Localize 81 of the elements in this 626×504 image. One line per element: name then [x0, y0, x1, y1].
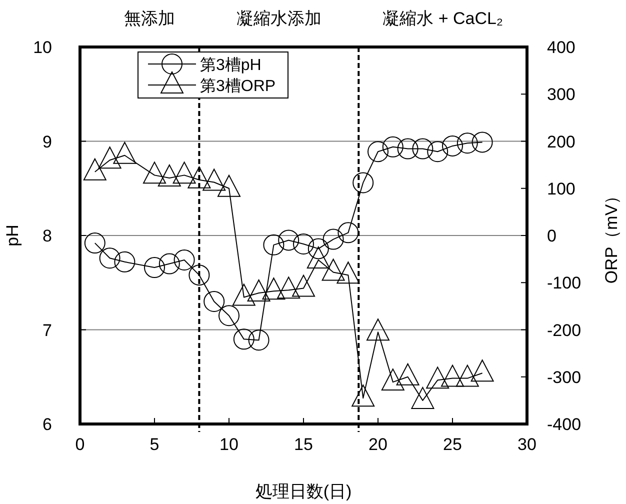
point [98, 146, 122, 169]
x-tick-label: 20 [368, 435, 388, 454]
point [99, 248, 120, 269]
point [381, 368, 404, 391]
point [248, 330, 270, 351]
x-axis-title: 処理日数(日) [255, 482, 352, 501]
point [218, 305, 240, 326]
point [188, 264, 210, 286]
x-tick-label: 15 [294, 435, 313, 454]
x-tick-label: 30 [518, 435, 536, 454]
y-tick-label: 6 [42, 415, 52, 434]
point [382, 136, 404, 158]
point [322, 228, 344, 250]
point [262, 278, 286, 300]
point [232, 284, 256, 306]
point [204, 290, 225, 312]
legend-label: 第3槽ORP [200, 77, 276, 95]
point [172, 162, 196, 184]
point [366, 318, 390, 341]
point [411, 386, 434, 409]
point [113, 142, 136, 164]
point [336, 262, 360, 284]
x-tick-label: 5 [150, 435, 160, 454]
legend-label: 第3槽pH [200, 56, 262, 74]
text: 無添加 [124, 9, 176, 28]
x-tick-label: 25 [443, 435, 462, 454]
point [277, 276, 300, 299]
point [218, 174, 240, 197]
point [292, 274, 315, 297]
y-tick-label: 7 [42, 320, 52, 340]
point [426, 366, 450, 389]
point [397, 138, 418, 160]
point [293, 233, 314, 254]
y2-tick-label: -100 [547, 274, 582, 293]
point [352, 172, 374, 194]
y2-tick-label: 300 [547, 85, 576, 104]
point [158, 253, 180, 274]
point [84, 232, 106, 254]
y2-axis-title: ORP（mV） [602, 187, 621, 284]
point [174, 250, 195, 271]
y2-tick-label: -200 [547, 320, 582, 340]
point [83, 158, 106, 180]
y-tick-label: 8 [42, 226, 52, 246]
point [306, 246, 330, 269]
y2-tick-label: -400 [547, 415, 582, 434]
point [470, 360, 494, 382]
point [188, 166, 211, 188]
x-tick-label: 0 [75, 435, 85, 454]
point [427, 141, 448, 162]
point [247, 279, 270, 302]
point [233, 328, 254, 350]
point [456, 132, 478, 154]
x-tick-label: 10 [220, 435, 238, 454]
point [263, 234, 284, 256]
point [442, 135, 463, 156]
point [308, 238, 329, 260]
point [368, 141, 388, 162]
y-tick-label: 10 [33, 38, 52, 57]
y2-tick-label: 100 [547, 179, 576, 198]
point [412, 138, 434, 160]
point [338, 222, 359, 244]
point [472, 132, 493, 153]
point [456, 364, 479, 387]
y-axis-title: pH [3, 224, 22, 246]
point [396, 363, 420, 386]
text: 凝縮水 + CaCL₂ [382, 9, 504, 28]
point [322, 258, 345, 281]
y2-tick-label: 0 [547, 226, 556, 246]
y-tick-label: 9 [42, 132, 52, 152]
y2-tick-label: -300 [547, 368, 582, 387]
point [144, 257, 165, 278]
point [202, 168, 226, 191]
text: 凝縮水添加 [236, 9, 322, 28]
point [114, 251, 136, 272]
point [441, 364, 464, 387]
point [143, 162, 166, 184]
point [278, 230, 300, 251]
y2-tick-label: 200 [547, 132, 576, 152]
y2-tick-label: 400 [547, 38, 576, 57]
point [158, 164, 181, 187]
point [352, 384, 375, 407]
